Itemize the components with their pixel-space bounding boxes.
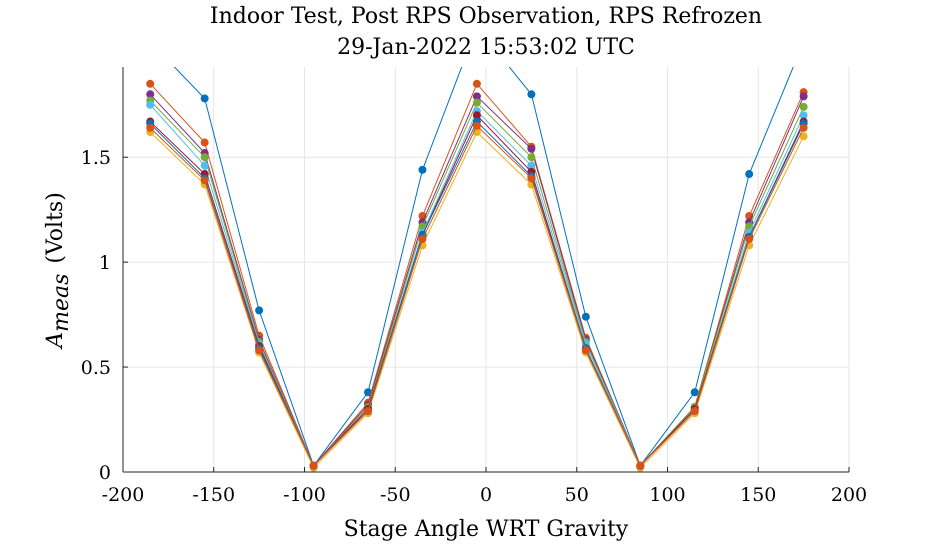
series-7 xyxy=(146,111,808,470)
series-line xyxy=(149,114,805,467)
series-2 xyxy=(146,79,808,470)
y-tick-label: 0.5 xyxy=(81,357,111,379)
y-axis-label-unit: (Volts) xyxy=(43,192,68,263)
y-axis-label-subscript: meas xyxy=(49,274,74,332)
data-point xyxy=(527,144,536,153)
y-tick-label: 1.5 xyxy=(81,147,111,169)
series-4 xyxy=(146,90,808,470)
chart-subtitle: 29-Jan-2022 15:53:02 UTC xyxy=(337,35,635,60)
data-point xyxy=(745,170,754,179)
series-1 xyxy=(146,38,808,470)
data-point xyxy=(472,79,481,88)
data-point xyxy=(200,94,209,103)
data-point xyxy=(146,100,155,109)
data-point xyxy=(527,90,536,99)
x-tick-label: -100 xyxy=(283,484,326,506)
y-axis-label: Ameas (Volts) xyxy=(43,192,74,350)
data-point xyxy=(472,111,481,120)
y-tick-label: 1 xyxy=(99,252,111,274)
x-tick-label: 100 xyxy=(649,484,685,506)
data-point xyxy=(200,138,209,147)
series-line xyxy=(149,100,805,467)
data-point xyxy=(146,123,155,132)
data-point xyxy=(146,90,155,99)
data-point xyxy=(418,235,427,244)
data-point xyxy=(581,346,590,355)
data-point xyxy=(418,241,427,250)
data-point xyxy=(690,407,699,416)
data-point xyxy=(255,306,264,315)
series-5 xyxy=(146,96,808,470)
data-point xyxy=(527,153,536,162)
data-point xyxy=(527,174,536,183)
data-point xyxy=(800,38,808,46)
data-point xyxy=(255,346,264,355)
data-point xyxy=(146,79,155,88)
data-point xyxy=(799,102,808,111)
data-point xyxy=(418,165,427,174)
y-tick-label: 0 xyxy=(99,462,111,484)
data-point xyxy=(472,92,481,101)
tick-labels: -200 -150 -100 -50 0 50 100 150 200 0 0.5 1 1.5 xyxy=(81,147,867,506)
x-tick-label: -50 xyxy=(380,484,411,506)
data-point xyxy=(200,153,209,162)
x-tick-label: 0 xyxy=(480,484,492,506)
series-line xyxy=(149,104,805,467)
data-point xyxy=(309,461,318,470)
data-point xyxy=(527,161,536,170)
series-line xyxy=(149,120,805,467)
data-point xyxy=(364,407,373,416)
series-line xyxy=(149,82,805,467)
x-tick-label: 200 xyxy=(831,484,867,506)
series-layer xyxy=(146,38,808,472)
data-point xyxy=(799,92,808,101)
data-point xyxy=(799,111,808,120)
data-point xyxy=(200,161,209,170)
data-point xyxy=(745,235,754,244)
x-tick-label: -200 xyxy=(102,484,145,506)
data-point xyxy=(799,132,808,141)
series-6 xyxy=(146,100,808,470)
data-point xyxy=(690,388,699,397)
y-axis-label-symbol: A xyxy=(43,332,68,350)
data-point xyxy=(581,312,590,321)
series-line xyxy=(149,93,805,467)
data-point xyxy=(799,123,808,132)
series-line xyxy=(149,131,805,469)
svg-text:Ameas(Volts): Ameas (Volts) xyxy=(43,192,74,350)
x-tick-label: 50 xyxy=(565,484,589,506)
chart-title: Indoor Test, Post RPS Observation, RPS R… xyxy=(210,4,762,29)
x-tick-label: -150 xyxy=(192,484,235,506)
series-9 xyxy=(146,121,808,470)
x-tick-label: 150 xyxy=(740,484,776,506)
axes xyxy=(122,67,850,473)
data-point xyxy=(146,38,154,46)
data-point xyxy=(200,176,209,185)
data-point xyxy=(472,121,481,130)
data-point xyxy=(472,98,481,107)
data-point xyxy=(636,461,645,470)
x-axis-label: Stage Angle WRT Gravity xyxy=(344,517,629,542)
